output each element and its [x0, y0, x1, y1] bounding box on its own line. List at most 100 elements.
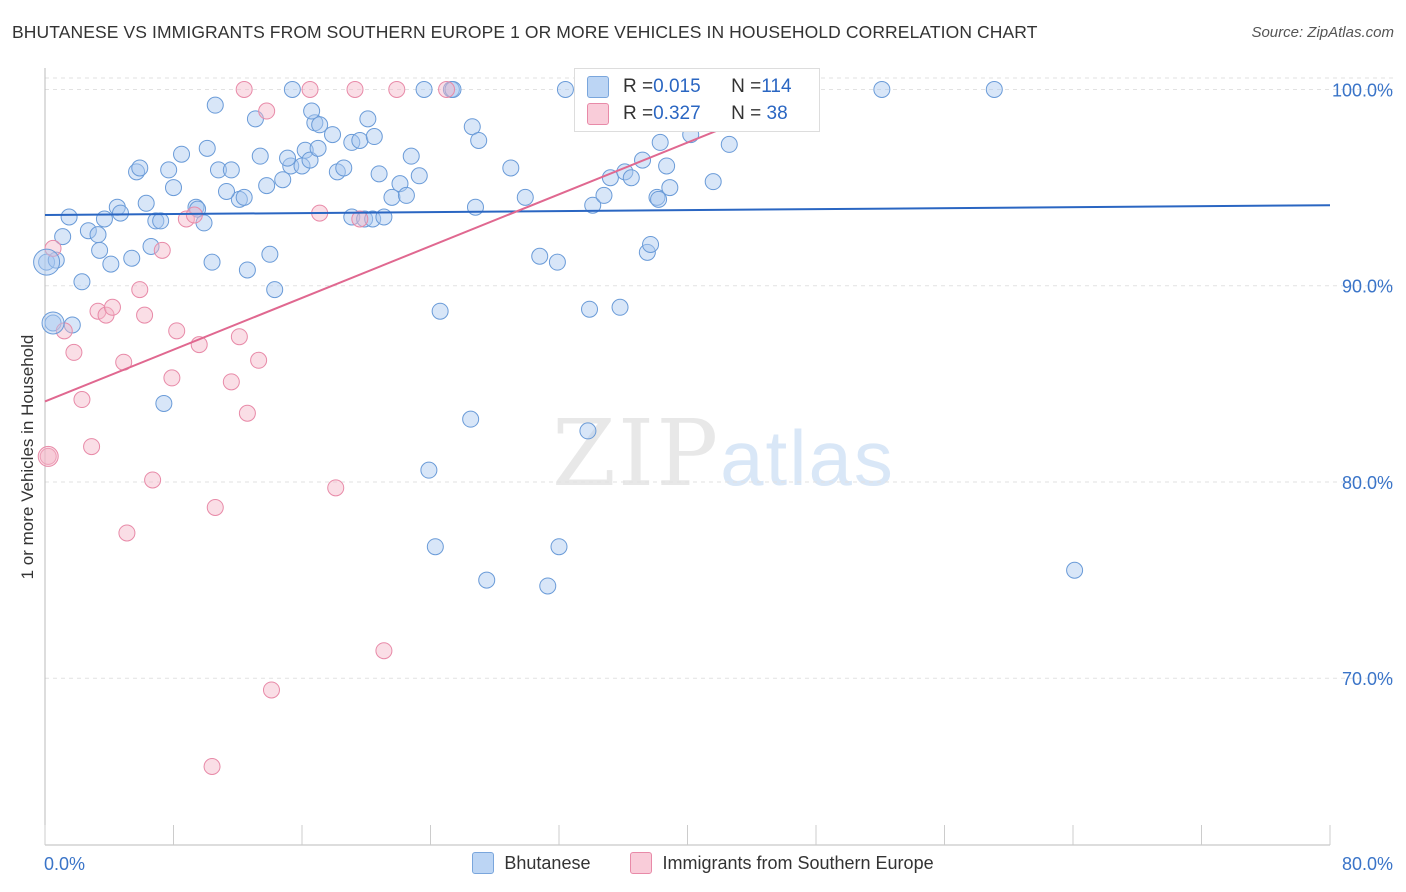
bhutanese-point: [258, 177, 276, 195]
bhutanese-point: [720, 135, 738, 153]
y-tick-label: 80.0%: [1342, 473, 1393, 493]
southern-europe-point: [153, 241, 171, 259]
n-label: N =: [731, 103, 762, 124]
southern-europe-point: [37, 445, 59, 467]
bhutanese-point: [375, 208, 393, 226]
bhutanese-point: [218, 182, 236, 200]
stats-legend: R = 0.015 N = 114 R = 0.327 N = 38: [574, 68, 820, 132]
bhutanese-point: [33, 248, 61, 276]
bhutanese-point: [622, 169, 640, 187]
bhutanese-point: [516, 188, 534, 206]
bhutanese-point: [283, 80, 301, 98]
bhutanese-point: [89, 226, 107, 244]
stats-row-bhutanese: R = 0.015 N = 114: [587, 75, 792, 99]
source-label: Source: ZipAtlas.com: [1251, 24, 1394, 41]
bhutanese-point: [206, 96, 224, 114]
series-legend: Bhutanese Immigrants from Southern Europ…: [0, 852, 1406, 874]
bhutanese-point: [539, 577, 557, 595]
bhutanese-point: [415, 80, 433, 98]
bhutanese-point: [41, 311, 65, 335]
southern-europe-point: [438, 80, 456, 98]
bhutanese-point: [123, 249, 141, 267]
legend-label-southern-europe: Immigrants from Southern Europe: [662, 852, 934, 873]
bhutanese-point: [548, 253, 566, 271]
bhutanese-point: [160, 161, 178, 179]
southern-europe-point: [250, 351, 268, 369]
bhutanese-point: [111, 204, 129, 222]
southern-europe-point: [168, 322, 186, 340]
watermark: ZIPatlas: [552, 400, 895, 507]
southern-europe-point: [39, 447, 57, 465]
bhutanese-point: [704, 173, 722, 191]
r-label: R =: [623, 103, 654, 124]
bhutanese-point: [79, 222, 97, 240]
bhutanese-point: [351, 131, 369, 149]
bhutanese-point: [1066, 561, 1084, 579]
bhutanese-point: [251, 147, 269, 165]
southern-europe-point: [327, 479, 345, 497]
bhutanese-point: [324, 126, 342, 144]
bhutanese-point: [985, 80, 1003, 98]
bhutanese-point: [444, 80, 462, 98]
bhutanese-point: [873, 80, 891, 98]
bhutanese-point: [279, 149, 297, 167]
bhutanese-point: [60, 208, 78, 226]
chart-title: BHUTANESE VS IMMIGRANTS FROM SOUTHERN EU…: [12, 22, 1038, 42]
bhutanese-point: [595, 186, 613, 204]
bhutanese-point: [147, 212, 165, 230]
legend-label-bhutanese: Bhutanese: [504, 852, 591, 873]
bhutanese-point: [611, 298, 629, 316]
southern-europe-trend-line: [44, 88, 820, 403]
bhutanese-point: [661, 179, 679, 197]
stats-swatch-bhutanese: [587, 76, 609, 98]
bhutanese-point: [73, 273, 91, 291]
y-tick-label: 70.0%: [1342, 669, 1393, 689]
southern-europe-point: [375, 642, 393, 660]
bhutanese-point: [650, 190, 668, 208]
southern-europe-point: [388, 80, 406, 98]
southern-europe-point: [185, 206, 203, 224]
bhutanese-point: [155, 394, 173, 412]
bhutanese-point: [165, 179, 182, 197]
bhutanese-point: [261, 245, 279, 263]
southern-europe-point: [65, 343, 83, 361]
southern-europe-point: [258, 102, 276, 120]
bhutanese-point: [309, 139, 327, 157]
y-tick-label: 90.0%: [1342, 277, 1393, 297]
bhutanese-point: [397, 186, 415, 204]
bhutanese-point: [426, 538, 444, 556]
southern-europe-point: [262, 681, 280, 699]
bhutanese-point: [274, 171, 292, 189]
watermark-zip: ZIP: [552, 400, 721, 507]
bhutanese-point: [463, 118, 481, 136]
bhutanese-point: [431, 302, 449, 320]
bhutanese-point: [203, 253, 221, 271]
bhutanese-point: [359, 110, 377, 128]
n-value: 114: [761, 76, 792, 97]
bhutanese-point: [462, 410, 480, 428]
bhutanese-point: [209, 161, 227, 179]
r-value: 0.327: [653, 103, 701, 124]
bhutanese-point: [152, 212, 170, 230]
bhutanese-point: [478, 571, 496, 589]
southern-europe-point: [235, 80, 253, 98]
southern-europe-point: [301, 80, 319, 98]
southern-europe-point: [44, 239, 62, 257]
southern-europe-point: [203, 758, 221, 775]
bhutanese-point: [311, 116, 329, 134]
bhutanese-point: [91, 241, 109, 259]
legend-item-bhutanese: Bhutanese: [472, 852, 590, 874]
n-label: N =: [731, 76, 762, 97]
bhutanese-point: [502, 159, 520, 177]
southern-europe-point: [83, 438, 101, 456]
y-tick-label: 100.0%: [1332, 80, 1393, 100]
southern-europe-point: [346, 80, 364, 98]
bhutanese-point: [642, 235, 660, 253]
stats-row-southern-europe: R = 0.327 N = 38: [587, 102, 788, 126]
x-tick-label: 80.0%: [1342, 854, 1393, 874]
bhutanese-point: [142, 237, 160, 255]
bhutanese-point: [420, 461, 438, 479]
bhutanese-point: [301, 151, 319, 169]
bhutanese-point: [531, 247, 549, 265]
bhutanese-point: [579, 422, 597, 440]
